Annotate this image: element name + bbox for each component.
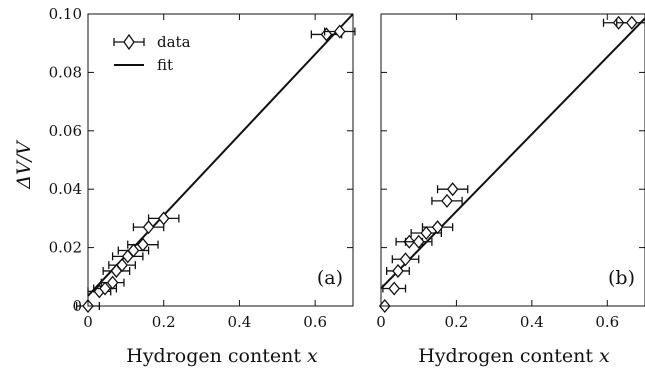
panel-a-x-tick-label: 0 bbox=[83, 313, 93, 331]
panel-a-x-axis-title: Hydrogen content x bbox=[126, 345, 318, 367]
panel-a-x-axis-title-var: x bbox=[307, 345, 318, 367]
panel-b-data-point bbox=[616, 15, 645, 30]
panel-a-content: 00.20.40.600.020.040.060.080.10 bbox=[49, 5, 356, 331]
panel-a-data-point bbox=[147, 211, 180, 226]
panel-b: 0 0.2 0.4 0.6 (b) Hydrogen content x bbox=[376, 13, 645, 367]
panel-a-diamond-marker bbox=[137, 237, 149, 252]
panel-a-frame bbox=[87, 13, 354, 307]
panel-b-diamond-marker bbox=[625, 15, 638, 30]
legend-data-label: data bbox=[157, 33, 191, 51]
panel-b-data-point bbox=[436, 182, 469, 197]
legend: data fit bbox=[113, 33, 191, 74]
panel-b-diamond-marker bbox=[431, 220, 444, 235]
panel-a-diamond-marker bbox=[127, 243, 140, 258]
panel-a-label: (a) bbox=[317, 267, 343, 289]
y-tick-label: 0.04 bbox=[49, 180, 82, 198]
y-axis-title: ΔV/V bbox=[13, 139, 35, 190]
panel-b-diamond-marker bbox=[441, 193, 453, 208]
legend-data-marker bbox=[113, 33, 145, 51]
y-tick-label: 0.02 bbox=[49, 239, 82, 257]
panel-b-x-tick-label: 0.2 bbox=[444, 313, 468, 331]
panel-b-diamond-marker bbox=[388, 281, 401, 296]
panel-a-data-point bbox=[323, 24, 356, 39]
panel-a-x-tick-label: 0.6 bbox=[303, 313, 327, 331]
panel-b-frame bbox=[380, 13, 645, 307]
panel-b-x-tick-label: 0.4 bbox=[520, 313, 544, 331]
panel-a-x-tick-label: 0.2 bbox=[152, 313, 176, 331]
panel-b-data-point bbox=[382, 281, 407, 296]
panel-a-x-tick-label: 0.4 bbox=[227, 313, 251, 331]
panel-b-data-point bbox=[391, 252, 420, 267]
panel-b-content: 0 0.2 0.4 0.6 bbox=[376, 13, 645, 331]
panel-a-data-point bbox=[127, 237, 159, 252]
panel-a-diamond-marker bbox=[142, 220, 155, 235]
panel-b-fit-line bbox=[380, 17, 645, 290]
panel-a-diamond-marker bbox=[106, 275, 119, 290]
y-tick-label: 0.08 bbox=[49, 63, 82, 81]
panel-b-data-point bbox=[410, 225, 442, 241]
panel-a-diamond-marker bbox=[116, 258, 128, 273]
panel-b-label: (b) bbox=[608, 267, 635, 289]
panel-b-x-tick-label: 0.6 bbox=[595, 313, 619, 331]
panel-b-diamond-marker bbox=[446, 182, 459, 197]
panel-a-diamond-marker bbox=[157, 211, 170, 226]
legend-fit-label: fit bbox=[157, 56, 173, 74]
legend-diamond-marker bbox=[123, 33, 135, 51]
panel-b-data-point bbox=[431, 193, 463, 208]
panel-b-x-axis-title: Hydrogen content x bbox=[418, 345, 610, 367]
panel-b-diamond-marker bbox=[412, 234, 425, 249]
panel-a-x-axis-title-text: Hydrogen content bbox=[126, 345, 307, 367]
panel-b-data-point bbox=[386, 263, 410, 278]
panel-b-diamond-marker bbox=[399, 252, 412, 267]
panel-b-data-point bbox=[421, 220, 454, 235]
panel-b-x-axis-title-var: x bbox=[599, 345, 610, 367]
panel-b-x-axis-title-text: Hydrogen content bbox=[418, 345, 599, 367]
panel-a-data-point bbox=[111, 249, 144, 264]
panel-a-data-point bbox=[108, 258, 136, 273]
y-tick-label: 0.06 bbox=[49, 122, 82, 140]
panel-b-diamond-marker bbox=[392, 263, 404, 278]
panel-a-data-point bbox=[132, 220, 165, 235]
panel-b-x-tick-label: 0 bbox=[376, 313, 386, 331]
panel-a-data-point bbox=[100, 275, 125, 290]
panel-a: 00.20.40.600.020.040.060.080.10 (a) Hydr… bbox=[49, 5, 356, 367]
y-tick-label: 0.10 bbox=[49, 5, 82, 23]
panel-b-data-point bbox=[404, 234, 433, 249]
panel-a-diamond-marker bbox=[333, 24, 346, 39]
